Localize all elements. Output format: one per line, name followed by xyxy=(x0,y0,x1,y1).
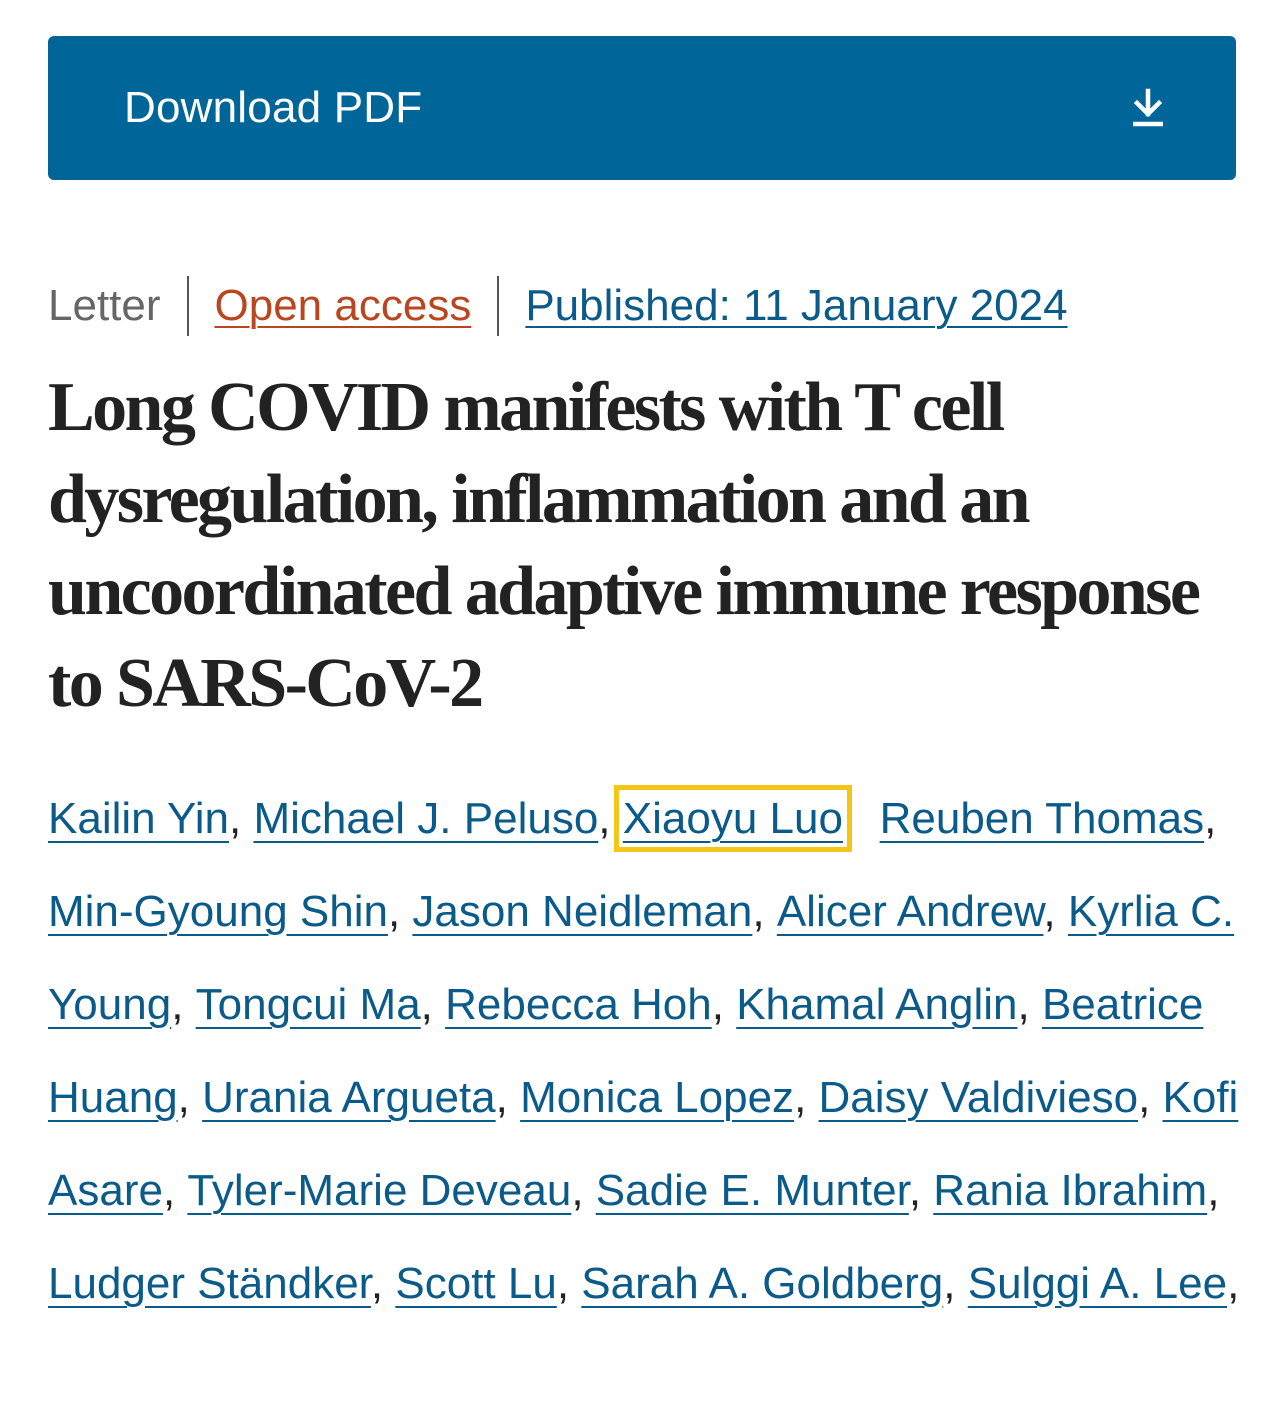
author-link[interactable]: Beatrice Huang xyxy=(48,980,1204,1122)
author-link[interactable]: Tyler-Marie Deveau xyxy=(187,1166,572,1215)
published-date-link[interactable]: Published: 11 January 2024 xyxy=(525,281,1068,330)
author-item: Alicer Andrew, xyxy=(777,887,1068,936)
author-separator: , xyxy=(162,1166,188,1215)
author-link[interactable]: Sulggi A. Lee xyxy=(967,1259,1228,1308)
author-list: Kailin Yin, Michael J. Peluso, Xiaoyu Lu… xyxy=(48,772,1248,1330)
author-item: Reuben Thomas, xyxy=(880,794,1217,843)
author-item: Tyler-Marie Deveau, xyxy=(187,1166,595,1215)
article-meta: Letter Open access Published: 11 January… xyxy=(48,276,1068,336)
author-item: Xiaoyu Luo xyxy=(613,785,868,852)
author-item: Ludger Ständker, xyxy=(48,1259,395,1308)
author-item: Urania Argueta, xyxy=(202,1073,520,1122)
author-item: Monica Lopez, xyxy=(520,1073,818,1122)
author-separator: , xyxy=(229,794,254,843)
author-item: Kailin Yin, xyxy=(48,794,253,843)
author-link[interactable]: Sarah A. Goldberg xyxy=(581,1259,944,1308)
author-item: Beatrice Huang, xyxy=(48,980,1203,1122)
author-separator: , xyxy=(420,980,446,1029)
author-separator: , xyxy=(1138,1073,1163,1122)
download-pdf-button[interactable]: Download PDF xyxy=(48,36,1236,180)
author-item: Min-Gyoung Shin, xyxy=(48,887,412,936)
author-separator: , xyxy=(387,887,413,936)
author-separator: , xyxy=(1207,1166,1220,1215)
article-title: Long COVID manifests with T cell dysregu… xyxy=(48,369,1201,722)
author-separator: , xyxy=(711,980,737,1029)
author-item: Kofi Asare, xyxy=(48,1073,1238,1215)
author-separator: , xyxy=(1043,887,1068,936)
author-link-highlighted[interactable]: Xiaoyu Luo xyxy=(613,785,852,852)
author-separator: , xyxy=(495,1073,521,1122)
author-separator: , xyxy=(598,794,623,843)
article-type: Letter xyxy=(48,281,161,330)
download-icon xyxy=(1130,88,1166,128)
author-link[interactable]: Kyrlia C. Young xyxy=(48,887,1235,1029)
author-separator: , xyxy=(177,1073,203,1122)
author-separator: , xyxy=(370,1259,396,1308)
author-item: Tongcui Ma, xyxy=(196,980,445,1029)
author-item: Rebecca Hoh, xyxy=(445,980,736,1029)
author-link[interactable]: Khamal Anglin xyxy=(736,980,1018,1029)
author-item: Sulggi A. Lee, xyxy=(968,1259,1240,1308)
author-link[interactable]: Tongcui Ma xyxy=(195,980,421,1029)
author-separator: , xyxy=(1017,980,1042,1029)
author-link[interactable]: Kailin Yin xyxy=(48,794,230,843)
author-link[interactable]: Michael J. Peluso xyxy=(253,794,599,843)
author-link[interactable]: Min-Gyoung Shin xyxy=(48,887,388,936)
author-link[interactable]: Rania Ibrahim xyxy=(933,1166,1208,1215)
author-item: Sarah A. Goldberg, xyxy=(581,1259,967,1308)
download-pdf-label: Download PDF xyxy=(124,83,423,132)
author-separator: , xyxy=(794,1073,819,1122)
author-item: Jason Neidleman, xyxy=(412,887,776,936)
author-separator: , xyxy=(752,887,777,936)
author-item: Michael J. Peluso, xyxy=(253,794,622,843)
author-link[interactable]: Jason Neidleman xyxy=(412,887,753,936)
author-separator: , xyxy=(1204,794,1217,843)
author-link[interactable]: Urania Argueta xyxy=(202,1073,496,1122)
meta-divider xyxy=(497,276,500,336)
author-link[interactable]: Daisy Valdivieso xyxy=(818,1073,1139,1122)
author-link[interactable]: Ludger Ständker xyxy=(48,1259,371,1308)
author-separator xyxy=(843,794,867,843)
author-separator: , xyxy=(1227,1259,1240,1308)
author-link[interactable]: Scott Lu xyxy=(395,1259,557,1308)
author-link[interactable]: Kofi Asare xyxy=(48,1073,1239,1215)
author-separator: , xyxy=(908,1166,934,1215)
author-item: Khamal Anglin, xyxy=(736,980,1042,1029)
author-link[interactable]: Sadie E. Munter xyxy=(595,1166,909,1215)
author-item: Rania Ibrahim, xyxy=(933,1166,1219,1215)
author-item: Kyrlia C. Young, xyxy=(48,887,1234,1029)
author-separator: , xyxy=(171,980,196,1029)
author-link[interactable]: Reuben Thomas xyxy=(879,794,1205,843)
author-separator: , xyxy=(943,1259,968,1308)
author-separator: , xyxy=(571,1166,596,1215)
meta-divider xyxy=(186,276,189,336)
author-separator: , xyxy=(556,1259,582,1308)
author-link[interactable]: Monica Lopez xyxy=(520,1073,795,1122)
author-item: Daisy Valdivieso, xyxy=(819,1073,1163,1122)
author-link[interactable]: Rebecca Hoh xyxy=(445,980,712,1029)
author-link[interactable]: Alicer Andrew xyxy=(776,887,1044,936)
author-item: Scott Lu, xyxy=(395,1259,581,1308)
author-item: Sadie E. Munter, xyxy=(596,1166,934,1215)
open-access-link[interactable]: Open access xyxy=(214,281,472,330)
